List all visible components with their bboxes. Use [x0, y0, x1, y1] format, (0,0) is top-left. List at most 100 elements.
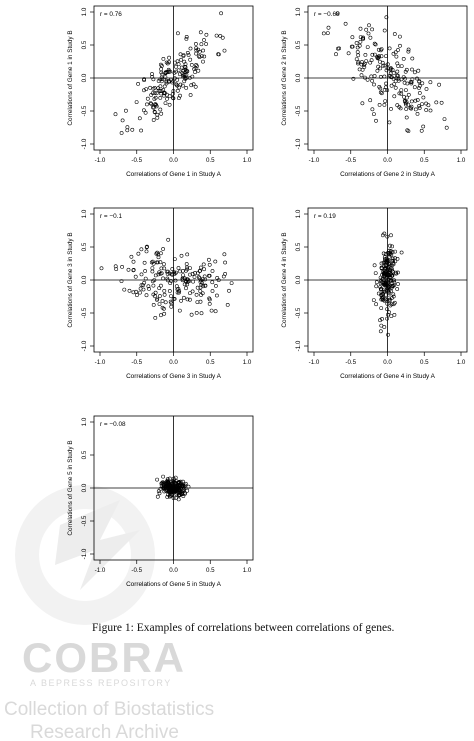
x-tick-label: 1.0	[457, 157, 466, 164]
data-point	[379, 323, 384, 328]
data-point	[394, 54, 399, 59]
data-point	[177, 480, 182, 484]
data-point	[164, 269, 169, 274]
y-axis-label: Correlations of Gene 1 in Study B	[67, 30, 74, 125]
data-point	[196, 54, 201, 59]
data-point	[415, 112, 420, 116]
data-point	[397, 105, 402, 109]
data-point	[189, 63, 194, 67]
data-point	[384, 54, 388, 59]
data-point	[214, 293, 219, 298]
data-point	[391, 258, 396, 263]
y-tick-label: -0.5	[295, 105, 302, 116]
data-point	[170, 80, 175, 85]
cobra-line1: Collection of Biostatistics	[4, 699, 214, 720]
data-point	[213, 259, 218, 264]
data-point	[390, 244, 395, 249]
data-point	[198, 30, 203, 35]
data-point	[174, 82, 179, 87]
data-point	[194, 48, 199, 53]
x-axis-label: Correlations of Gene 2 in Study A	[340, 171, 436, 178]
x-tick-label: 1.0	[243, 157, 252, 164]
data-point	[151, 77, 156, 82]
figure-caption: Figure 1: Examples of correlations betwe…	[92, 622, 395, 634]
data-point	[350, 44, 355, 49]
x-tick-label: 1.0	[243, 567, 252, 574]
data-point	[391, 71, 396, 75]
data-point	[444, 125, 449, 130]
data-point	[372, 41, 377, 46]
data-point	[375, 68, 380, 73]
x-tick-label: -0.5	[345, 157, 356, 164]
data-point	[362, 63, 366, 67]
data-point	[404, 67, 409, 72]
x-tick-label: 1.0	[243, 359, 252, 366]
data-point	[354, 57, 359, 62]
scatter-panel-gene-5: -1.0 -0.5 0.0 0.5 1.0 -1.0 -0.5 0.0 0.5 1.0 Correl…	[48, 410, 263, 610]
data-point	[379, 91, 384, 96]
data-point	[171, 485, 176, 490]
data-point	[188, 46, 193, 51]
data-point	[135, 293, 139, 298]
data-point	[139, 128, 144, 133]
data-point	[412, 70, 417, 75]
data-point	[168, 486, 173, 490]
data-point	[380, 298, 385, 302]
data-point	[155, 115, 160, 120]
data-point	[184, 72, 189, 77]
data-point	[162, 292, 167, 297]
data-point	[385, 307, 390, 312]
data-point	[227, 288, 231, 293]
y-tick-label: 0.5	[81, 242, 88, 251]
data-point	[325, 31, 330, 35]
y-tick-label: -0.5	[81, 307, 88, 318]
data-point	[161, 474, 166, 479]
data-point	[386, 259, 391, 263]
data-point	[143, 269, 148, 273]
y-tick-label: -1.0	[81, 138, 88, 149]
data-point	[175, 31, 180, 36]
data-point	[410, 56, 415, 61]
data-point	[139, 247, 144, 252]
data-point	[150, 269, 155, 274]
y-axis-label: Correlations of Gene 3 in Study B	[67, 232, 74, 327]
data-point	[399, 91, 404, 96]
data-point	[181, 273, 185, 278]
data-point	[193, 42, 198, 46]
data-point	[378, 285, 383, 289]
data-point	[169, 294, 173, 299]
data-point	[181, 295, 186, 300]
data-point	[378, 66, 383, 71]
data-point	[167, 55, 172, 60]
data-point	[144, 249, 149, 254]
data-point	[346, 51, 351, 56]
data-point	[397, 34, 402, 39]
data-point	[417, 79, 422, 84]
data-point	[167, 94, 172, 99]
data-point	[184, 37, 189, 41]
data-point	[180, 490, 185, 495]
data-point	[399, 77, 404, 82]
data-point	[196, 68, 201, 73]
y-tick-label: 0.5	[295, 242, 302, 251]
data-point	[421, 95, 426, 100]
data-point	[343, 21, 348, 26]
data-point	[186, 53, 191, 57]
y-tick-label: -1.0	[295, 138, 302, 149]
y-tick-label: -0.5	[81, 515, 88, 526]
data-point	[114, 267, 119, 272]
data-point	[358, 26, 363, 31]
data-point	[158, 84, 163, 89]
data-point	[169, 493, 174, 498]
data-point	[219, 11, 224, 16]
data-point	[379, 54, 384, 59]
data-point	[424, 108, 429, 112]
data-point	[369, 58, 374, 63]
scatter-panel-gene-2: -1.0 -0.5 0.0 0.5 1.0 -1.0 -0.5 0.0 0.5 1.0 Correl…	[262, 0, 474, 200]
cobra-line2: Research Archive	[30, 722, 179, 741]
data-point	[391, 262, 396, 267]
data-point	[335, 11, 340, 16]
data-point	[417, 106, 422, 110]
data-point	[144, 293, 149, 298]
data-point	[152, 278, 157, 283]
